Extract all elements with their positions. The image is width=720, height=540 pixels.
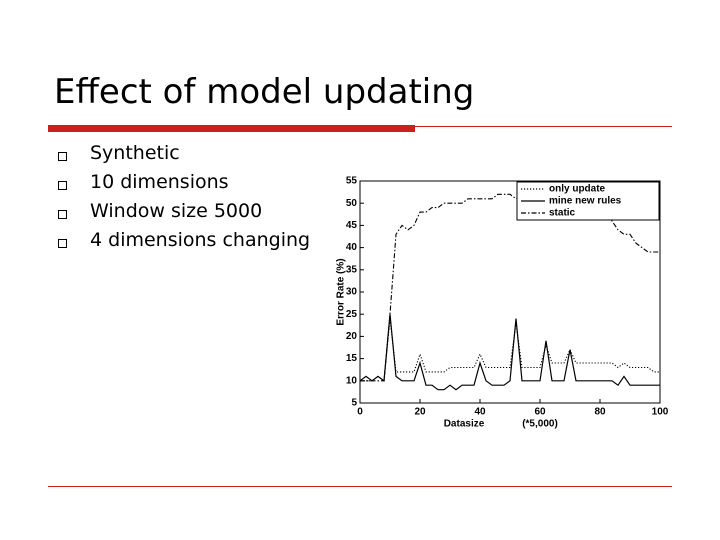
x-axis-label: Datasize xyxy=(444,419,485,430)
y-tick-label: 50 xyxy=(346,198,358,209)
x-tick-label: 40 xyxy=(474,407,486,418)
bullet-text: 4 dimensions changing xyxy=(90,229,311,251)
y-tick-label: 35 xyxy=(346,264,358,275)
legend-label: static xyxy=(549,208,576,219)
x-tick-label: 20 xyxy=(414,407,426,418)
bullet-marker xyxy=(58,239,67,248)
series-line xyxy=(359,314,660,391)
bullet-marker xyxy=(58,181,67,190)
y-tick-label: 5 xyxy=(351,398,357,409)
bullet-text: 10 dimensions xyxy=(90,171,229,193)
bullet-marker xyxy=(58,152,67,161)
bullet-text: Synthetic xyxy=(90,142,180,164)
y-tick-label: 15 xyxy=(346,353,358,364)
legend-label: mine new rules xyxy=(549,196,622,207)
legend-label: only update xyxy=(549,184,606,195)
x-tick-label: 80 xyxy=(594,407,606,418)
y-tick-label: 25 xyxy=(346,309,358,320)
x-tick-label: 100 xyxy=(652,407,669,418)
y-tick-label: 30 xyxy=(346,287,358,298)
y-axis-label: Error Rate (%) xyxy=(336,258,347,325)
series-line xyxy=(360,318,660,382)
footer-rule xyxy=(48,486,672,487)
title-bar xyxy=(48,125,415,132)
y-tick-label: 45 xyxy=(346,220,358,231)
slide-title: Effect of model updating xyxy=(54,72,475,112)
x-tick-label: 60 xyxy=(534,407,546,418)
y-tick-label: 20 xyxy=(346,331,358,342)
y-tick-label: 55 xyxy=(346,176,358,187)
y-tick-label: 40 xyxy=(346,242,358,253)
bullet-text: Window size 5000 xyxy=(90,200,263,222)
title-rule xyxy=(415,126,672,127)
bullet-marker xyxy=(58,210,67,219)
x-axis-unit: (*5,000) xyxy=(522,419,558,430)
y-tick-label: 10 xyxy=(346,375,358,386)
x-tick-label: 0 xyxy=(357,407,363,418)
